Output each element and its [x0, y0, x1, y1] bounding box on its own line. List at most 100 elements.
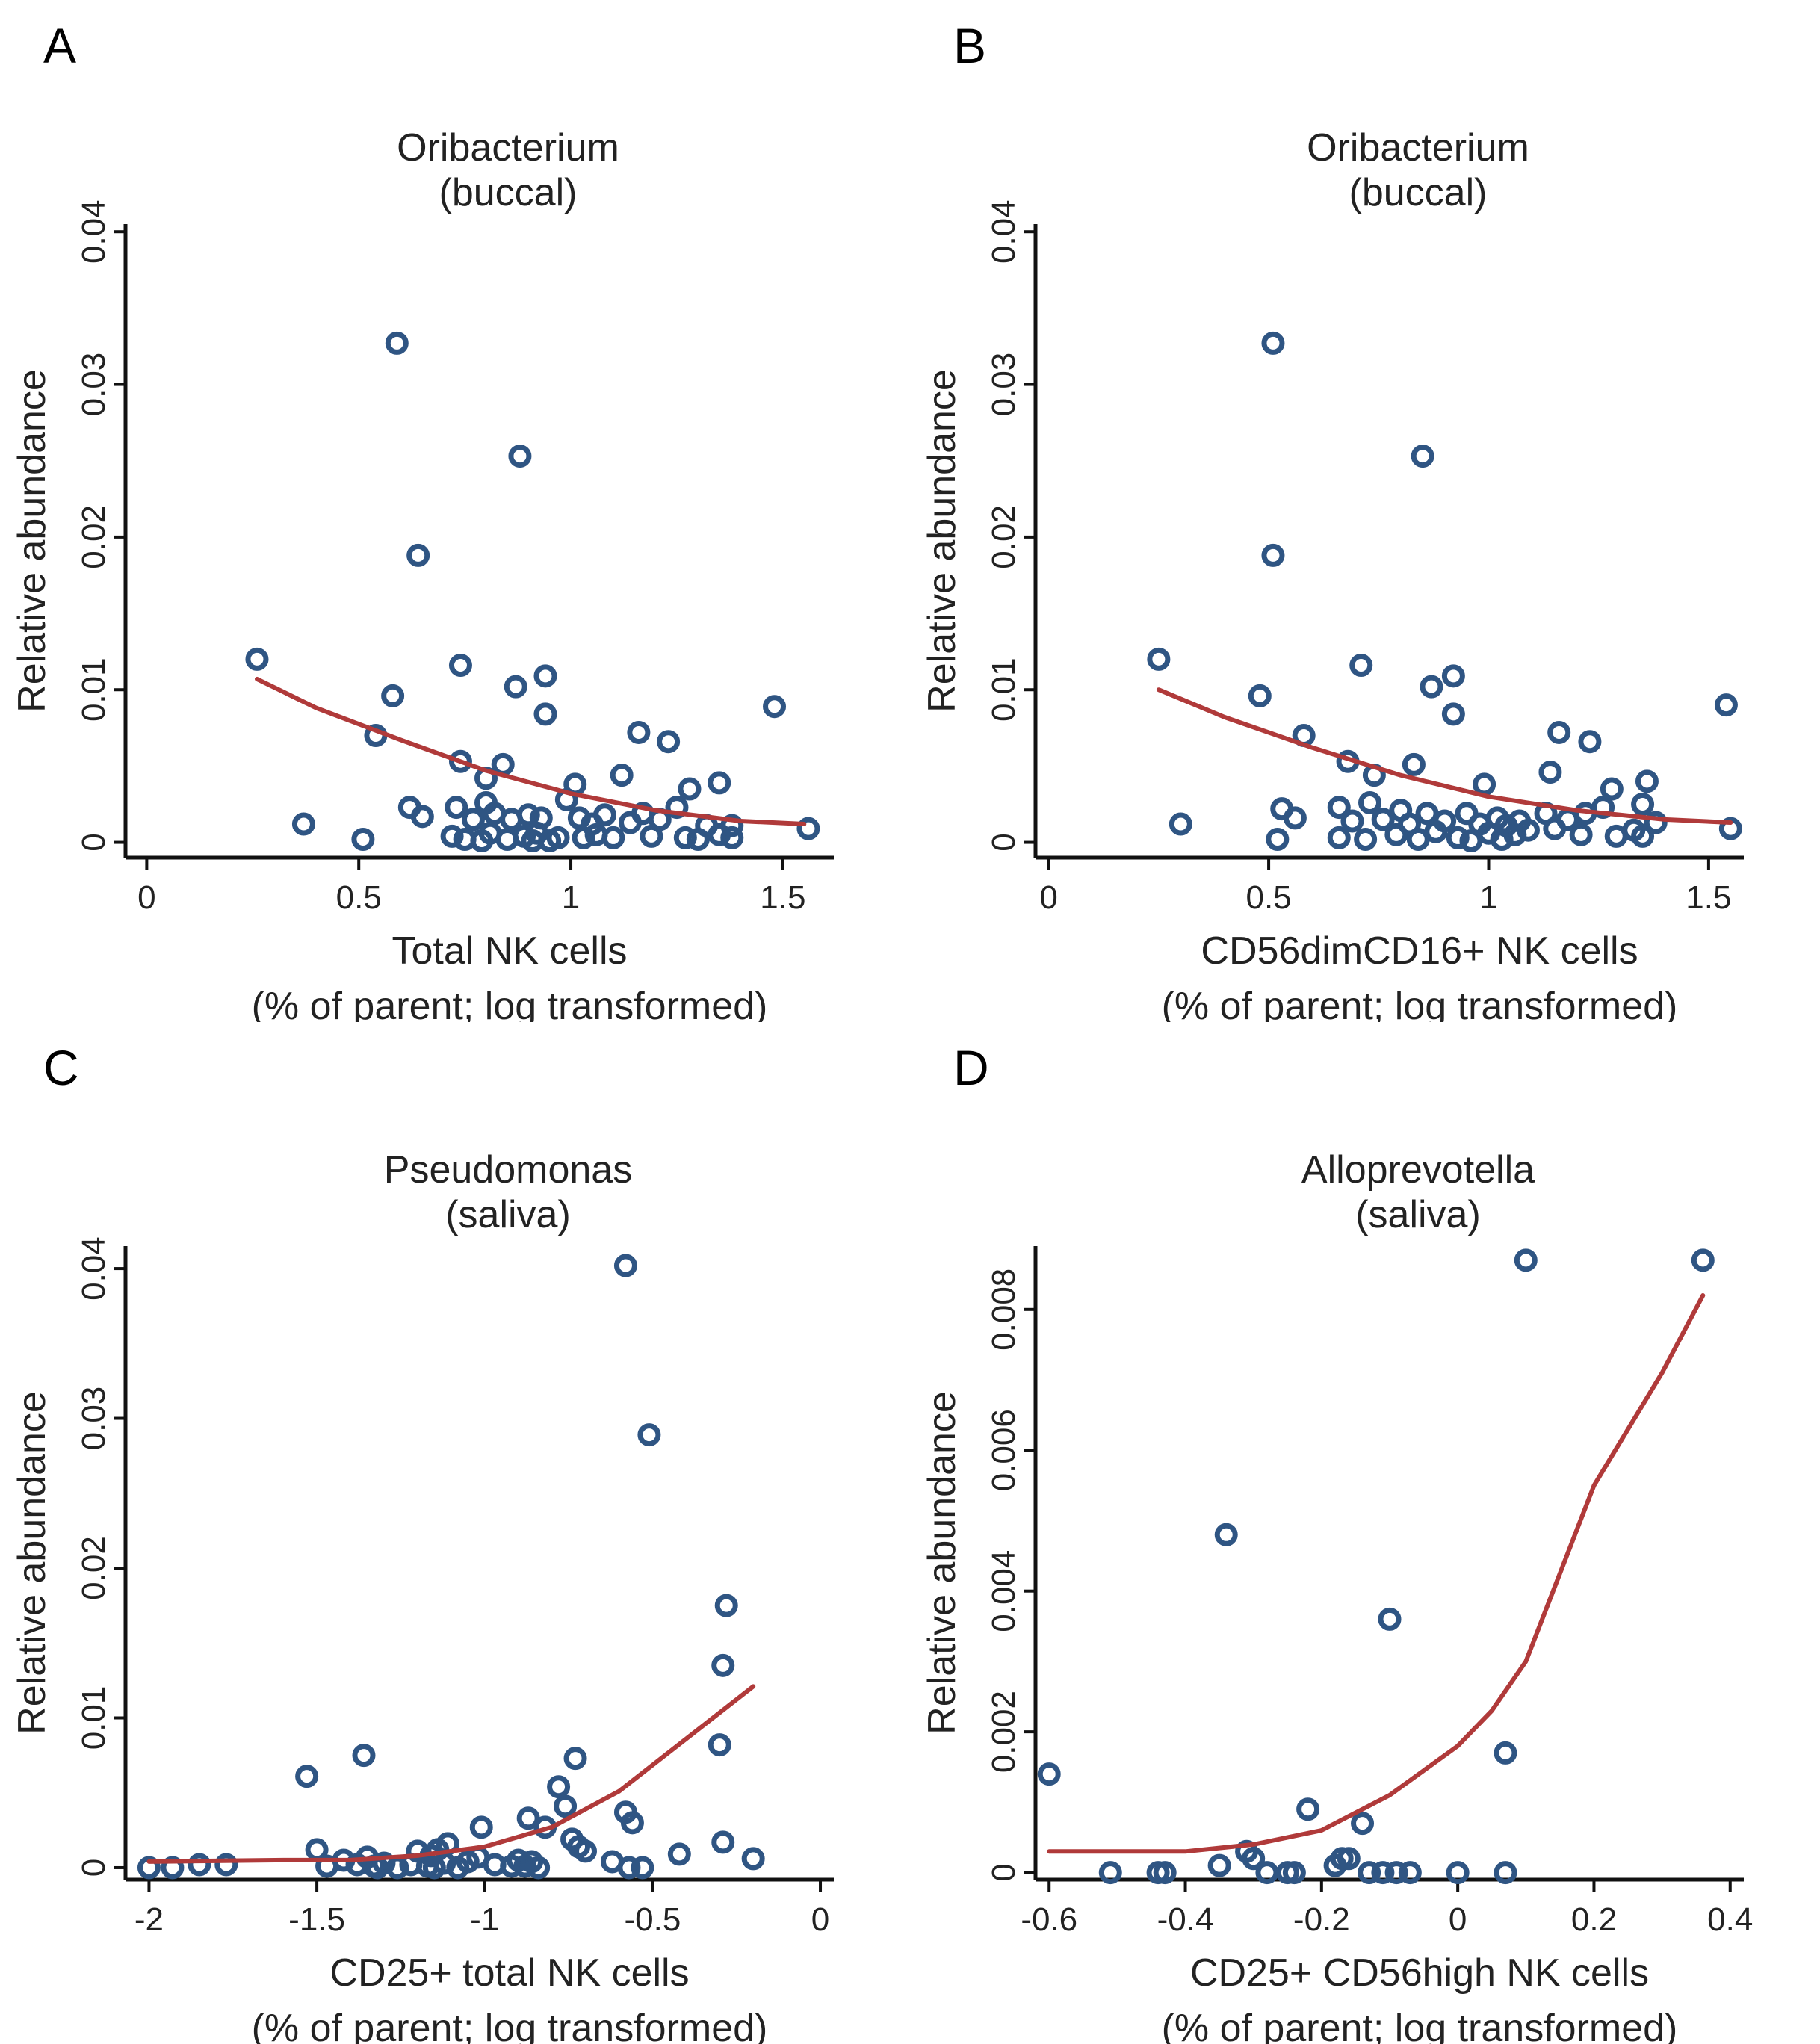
chart-subtitle: (saliva)	[1355, 1193, 1481, 1236]
data-point	[1371, 1861, 1395, 1885]
data-point	[711, 1653, 735, 1677]
data-point	[448, 749, 472, 773]
data-point	[563, 772, 587, 796]
data-point	[1433, 809, 1457, 833]
y-tick-label: 0.03	[75, 353, 112, 417]
data-point	[1494, 1861, 1517, 1885]
data-point	[1441, 702, 1465, 726]
data-point	[1349, 654, 1373, 678]
data-point	[1153, 1861, 1177, 1885]
y-tick-label: 0.01	[75, 1686, 112, 1750]
data-point	[529, 806, 553, 830]
data-point	[711, 1830, 735, 1854]
panel-letter: A	[43, 18, 76, 73]
data-point	[1398, 1861, 1422, 1885]
fit-line	[1047, 1293, 1706, 1854]
panel-letter: C	[43, 1040, 79, 1095]
x-tick-label: -0.2	[1293, 1901, 1350, 1938]
x-tick-label: 1	[562, 879, 580, 916]
x-tick-label: 0	[137, 879, 155, 916]
y-tick-label: 0.03	[75, 1387, 112, 1451]
data-point	[1147, 647, 1171, 671]
data-point	[1378, 1607, 1402, 1631]
y-axis-label: Relative abundance	[10, 1391, 54, 1735]
y-tick-label: 0.006	[985, 1409, 1022, 1491]
data-point	[491, 752, 515, 776]
data-point	[516, 803, 540, 827]
data-point	[137, 1856, 161, 1880]
data-point	[1242, 1847, 1266, 1871]
data-point	[1473, 772, 1496, 796]
data-point	[533, 702, 557, 726]
data-point	[1420, 675, 1443, 699]
data-point	[1644, 811, 1668, 834]
chart-title: Oribacterium	[397, 126, 619, 170]
data-point	[657, 730, 681, 754]
data-point	[547, 1775, 571, 1799]
data-point	[1718, 817, 1742, 840]
chart-subtitle: (saliva)	[445, 1193, 571, 1236]
panel-C: C Pseudomonas (saliva) 0 0.01 0.02 0.03 0.04 -2 -…	[0, 1022, 910, 2044]
data-point	[295, 1765, 319, 1788]
data-point	[1358, 790, 1382, 814]
data-point	[188, 1853, 211, 1877]
x-tick-label: -0.6	[1021, 1901, 1077, 1938]
y-tick-label: 0.04	[75, 1236, 112, 1301]
y-tick-label: 0.002	[985, 1691, 1022, 1773]
data-point	[720, 814, 744, 837]
data-point	[1214, 1523, 1238, 1546]
data-point	[469, 1815, 493, 1839]
chart-title: Alloprevotella	[1301, 1148, 1535, 1192]
x-axis-label: CD25+ CD56high NK cells	[1190, 1951, 1649, 1995]
data-point	[678, 777, 702, 801]
data-point	[720, 826, 744, 849]
data-point	[1446, 1861, 1470, 1885]
y-tick-label: 0.03	[985, 353, 1022, 417]
chart-title: Oribacterium	[1307, 126, 1529, 170]
y-axis-label: Relative abundance	[920, 369, 964, 713]
chart-B: B Oribacterium(buccal) 0 0.01 0.02 0.03 0.04 0 0…	[920, 18, 1744, 1022]
y-axis-label: Relative abundance	[920, 1391, 964, 1735]
data-point	[1207, 1853, 1231, 1877]
x-tick-label: -1	[470, 1901, 499, 1938]
data-point	[352, 1744, 376, 1768]
data-point	[1283, 806, 1307, 830]
data-point	[385, 331, 409, 355]
y-axis-label: Relative abundance	[10, 369, 54, 713]
data-point	[1516, 818, 1540, 842]
x-tick-label: 1.5	[1686, 879, 1731, 916]
data-point	[601, 826, 625, 849]
data-point	[1591, 796, 1615, 820]
data-point	[546, 826, 570, 849]
data-point	[1384, 1861, 1408, 1885]
data-point	[1635, 769, 1659, 793]
data-point	[1446, 826, 1470, 849]
chart-A: A Oribacterium(buccal) 0 0.01 0.02 0.03 0.04 0 0…	[10, 18, 834, 1022]
y-tick-label: 0.02	[75, 1536, 112, 1600]
fit-line	[255, 676, 807, 826]
data-point	[372, 1851, 396, 1875]
data-point	[708, 771, 731, 795]
fit-line	[146, 1684, 756, 1864]
data-point	[617, 1856, 641, 1880]
x-axis-sublabel: (% of parent; log transformed)	[1162, 985, 1678, 1022]
data-point	[554, 1794, 578, 1818]
x-tick-label: 0.5	[1245, 879, 1291, 916]
data-point	[508, 445, 532, 468]
chart-title: Pseudomonas	[384, 1148, 632, 1192]
y-tick-label: 0.004	[985, 1550, 1022, 1632]
data-point	[1402, 752, 1426, 776]
data-point	[714, 1594, 738, 1617]
data-point	[1411, 445, 1434, 468]
data-point	[1354, 827, 1378, 851]
data-point	[1538, 761, 1562, 784]
chart-C: C Pseudomonas(saliva) 0 0.01 0.02 0.03 0.04 -2 -…	[10, 1040, 834, 2044]
data-point	[592, 803, 616, 827]
data-point	[1547, 720, 1571, 744]
x-tick-label: -0.4	[1157, 1901, 1214, 1938]
x-tick-label: -1.5	[288, 1901, 345, 1938]
data-point	[504, 675, 527, 699]
panel-letter: B	[953, 18, 986, 73]
x-tick-label: -2	[134, 1901, 164, 1938]
data-point	[673, 826, 697, 849]
